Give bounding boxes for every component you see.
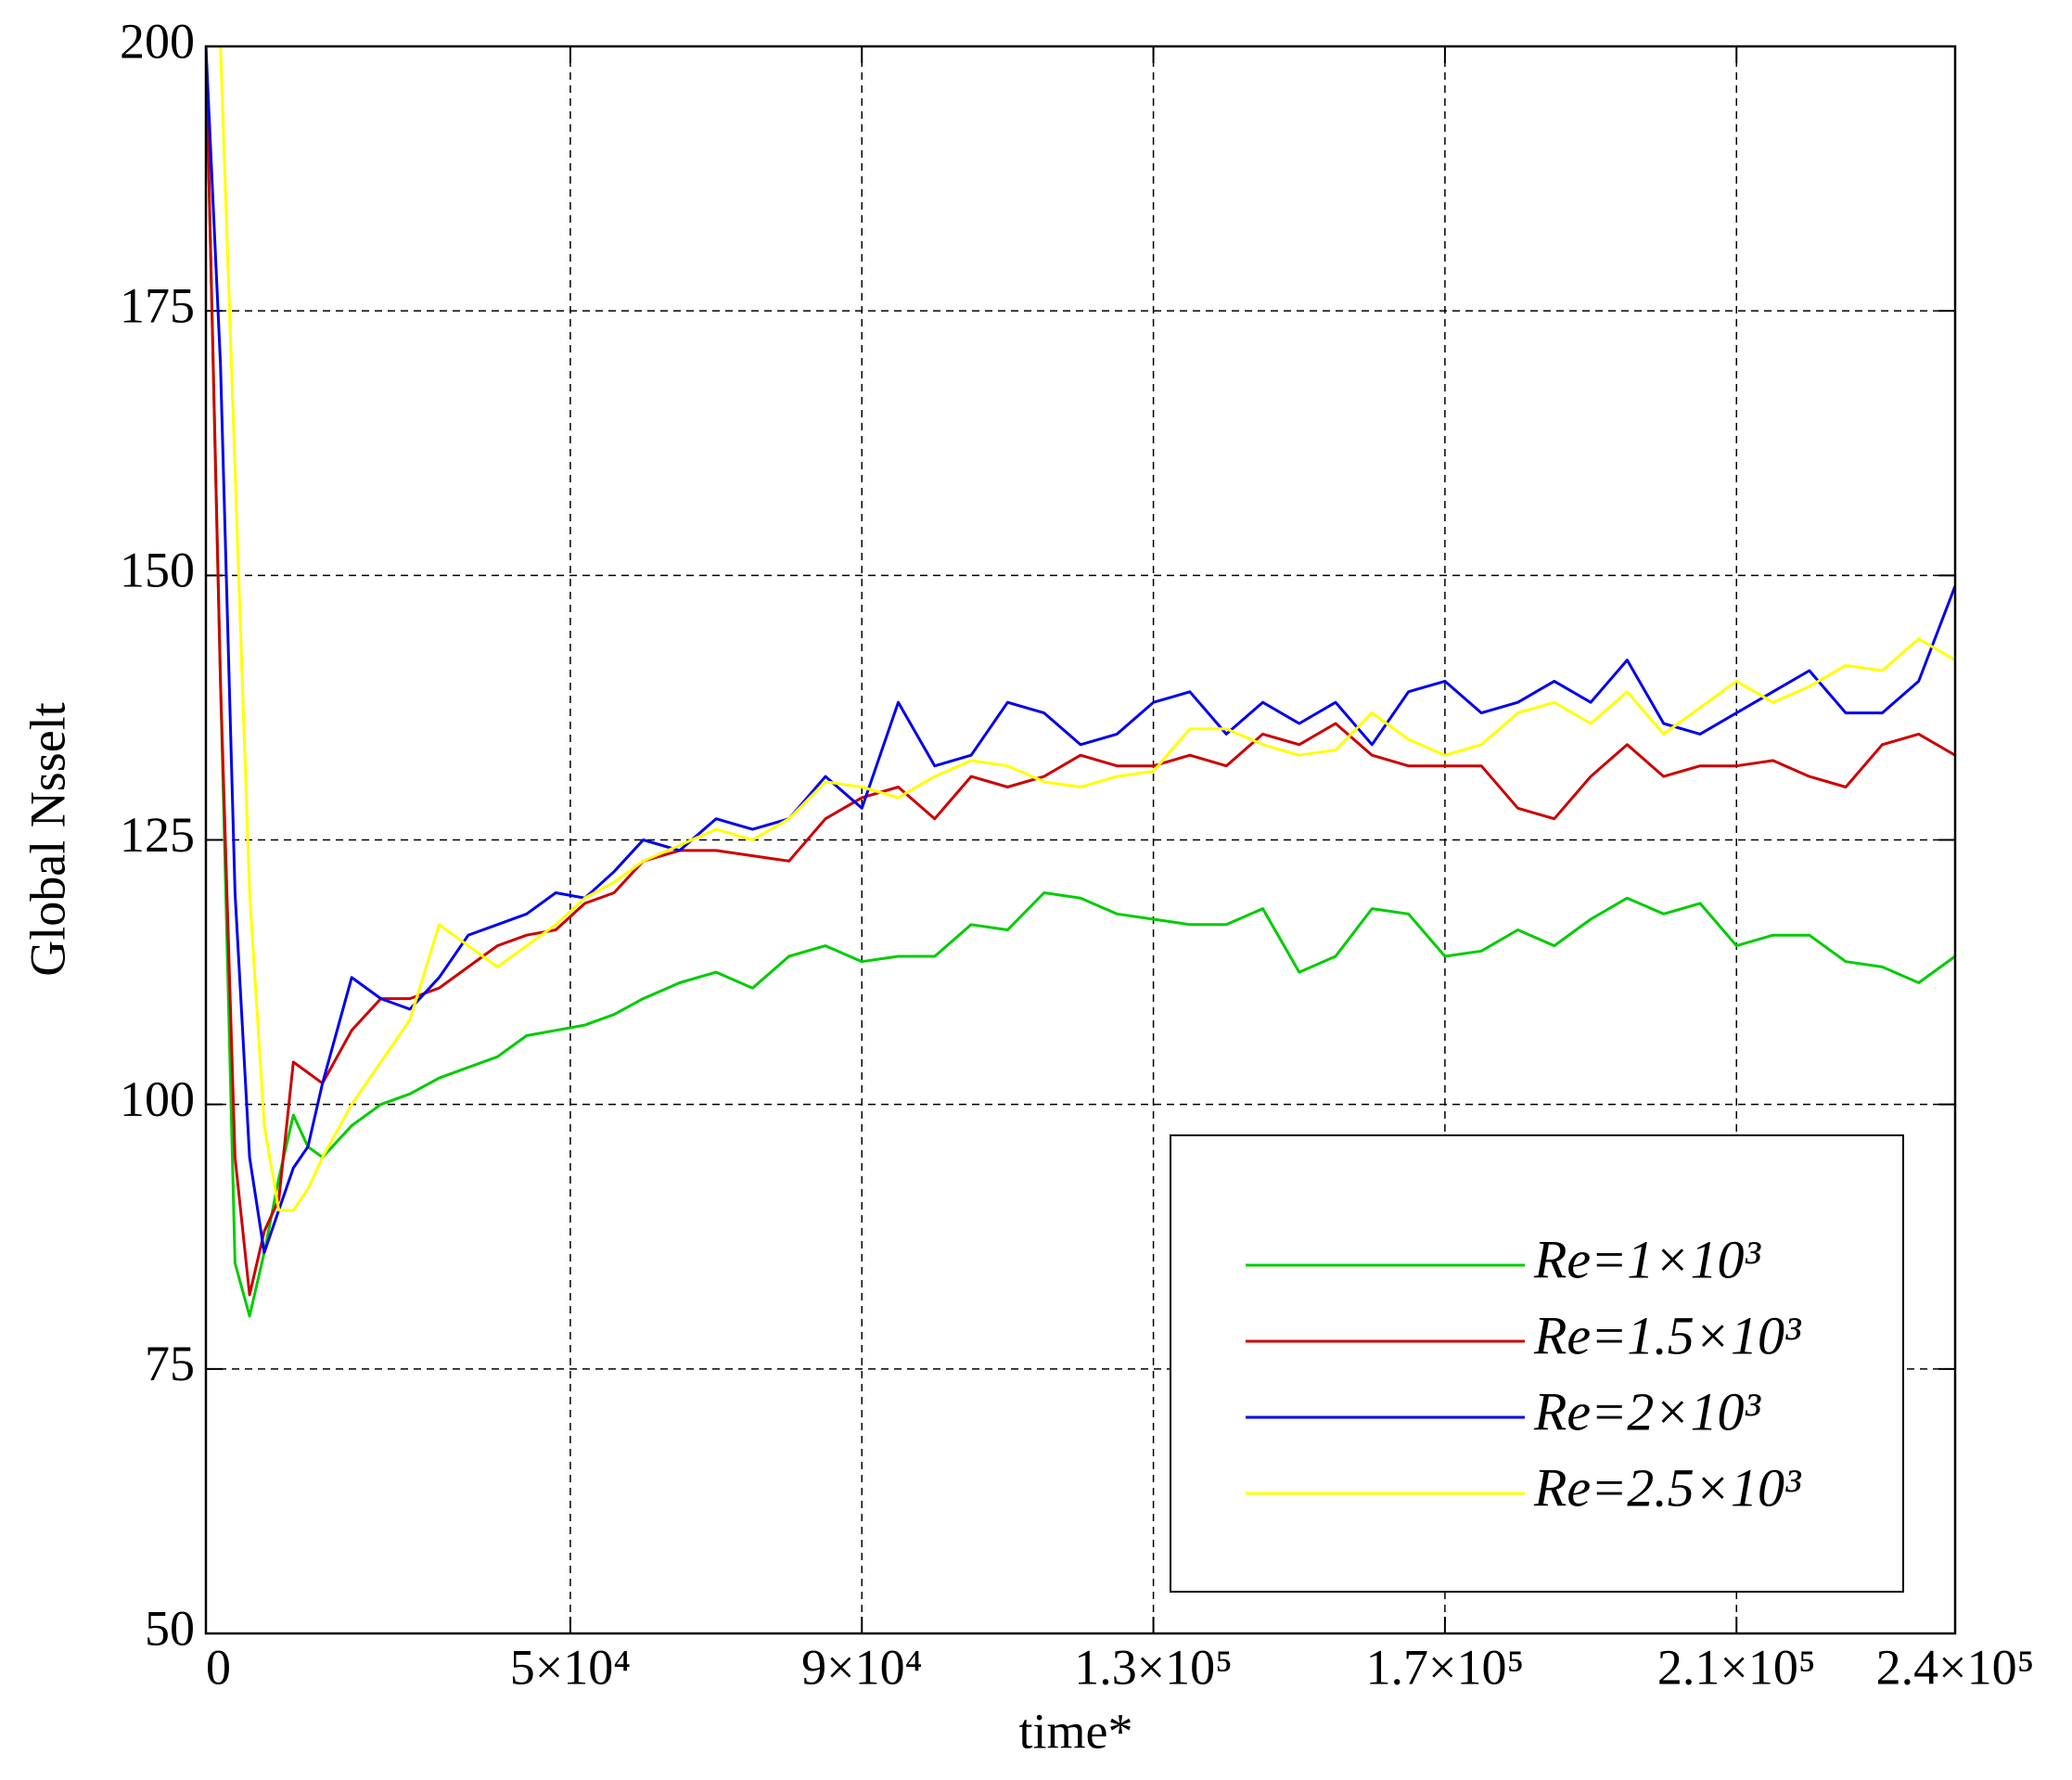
- legend-label: Re=2×10³: [1533, 1381, 1761, 1441]
- y-tick-label: 125: [120, 807, 195, 863]
- plot-lines: [206, 46, 1955, 1318]
- x-axis-title: time*: [1019, 1703, 1133, 1759]
- y-axis-title: Global Nsselt: [19, 702, 75, 976]
- y-tick-label: 150: [120, 543, 195, 598]
- legend-box: [1170, 1134, 1904, 1593]
- legend: Re=1×10³ Re=1.5×10³ Re=2×10³ Re=2.5×10³: [1170, 1134, 1904, 1593]
- y-tick-label: 75: [145, 1336, 195, 1391]
- x-tick-label: 0: [206, 1639, 231, 1695]
- plot-frame: [204, 45, 1957, 1635]
- y-tick-label: 100: [120, 1071, 195, 1127]
- x-tick-label: 2.1×10⁵: [1657, 1639, 1816, 1695]
- x-tick-label: 2.4×10⁵: [1876, 1639, 2035, 1695]
- legend-label: Re=1.5×10³: [1533, 1305, 1802, 1365]
- series-line: [206, 46, 1955, 1254]
- x-tick-label: 5×10⁴: [510, 1639, 631, 1695]
- series-line: [206, 46, 1955, 1318]
- y-tick-label: 175: [120, 278, 195, 334]
- series-line: [206, 46, 1955, 1212]
- legend-label: Re=2.5×10³: [1533, 1457, 1802, 1517]
- x-tick-label: 1.3×10⁵: [1074, 1639, 1233, 1695]
- x-tick-label: 1.7×10⁵: [1366, 1639, 1525, 1695]
- legend-label: Re=1×10³: [1533, 1229, 1761, 1289]
- y-tick-label: 200: [120, 13, 195, 69]
- y-tick-label: 50: [145, 1600, 195, 1656]
- x-tick-label: 9×10⁴: [801, 1639, 922, 1695]
- series-line: [206, 46, 1955, 1297]
